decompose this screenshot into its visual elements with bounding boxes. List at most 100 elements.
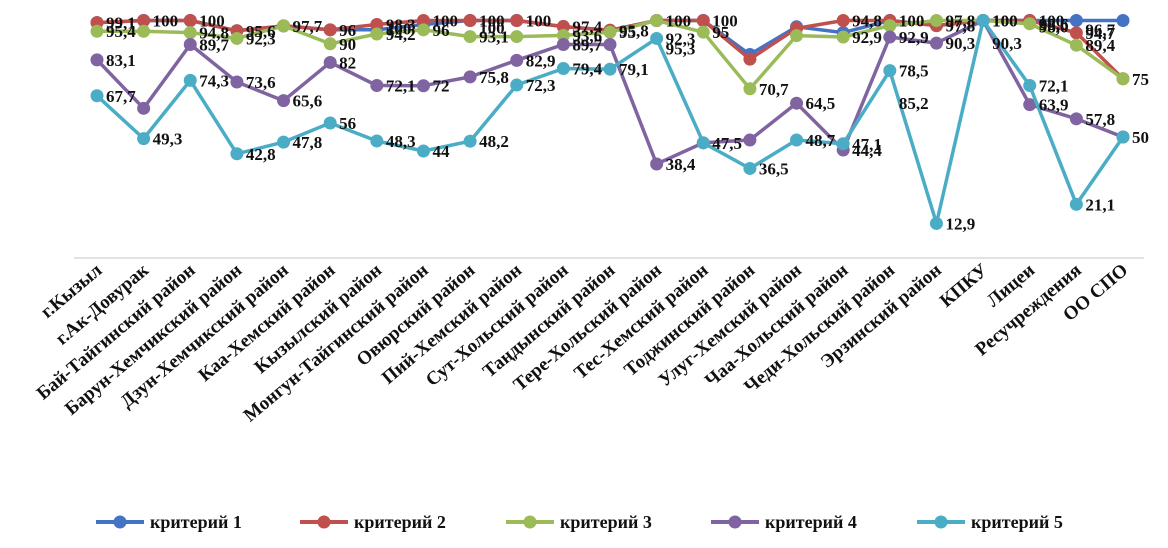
data-point	[463, 70, 477, 84]
data-label: 98,0	[1039, 17, 1069, 36]
data-label: 48,2	[479, 132, 509, 151]
data-label: 89,7	[572, 35, 602, 54]
legend-label: критерий 2	[354, 512, 446, 532]
data-point	[370, 27, 384, 41]
data-label: 98,6	[1039, 15, 1069, 34]
data-point	[183, 14, 197, 27]
data-point	[556, 37, 570, 51]
data-label: 64,5	[806, 94, 836, 113]
data-point	[836, 137, 850, 151]
data-point	[650, 157, 664, 171]
data-label: 100	[899, 12, 925, 31]
data-label: 72,1	[386, 77, 416, 96]
data-point	[650, 14, 664, 27]
data-label: 85,2	[899, 94, 929, 113]
data-point	[976, 14, 990, 27]
data-label: 44	[432, 142, 450, 161]
data-point	[137, 132, 151, 146]
data-label: 47,5	[712, 134, 742, 153]
data-point	[183, 37, 197, 51]
legend-item: критерий 1	[96, 512, 242, 532]
data-point	[137, 24, 151, 38]
data-label: 100	[199, 12, 225, 31]
data-label: 100	[666, 12, 692, 31]
data-label: 74,3	[199, 71, 229, 90]
data-label: 79,1	[619, 60, 649, 79]
data-point	[137, 101, 151, 115]
data-point	[510, 53, 524, 67]
data-label: 75,8	[479, 68, 509, 87]
data-label: 82	[339, 53, 356, 72]
data-label: 100	[479, 12, 505, 31]
data-label: 57,8	[1085, 110, 1115, 129]
data-point	[696, 25, 710, 39]
data-label: 100	[479, 18, 505, 37]
series-layer	[90, 14, 1130, 230]
data-label: 92,9	[852, 28, 882, 47]
data-label: 38,4	[666, 155, 696, 174]
data-point	[743, 52, 757, 66]
data-point	[416, 79, 430, 93]
data-label: 94,2	[386, 25, 416, 44]
legend-marker	[934, 515, 948, 529]
data-label: 97,7	[293, 17, 323, 36]
series-5	[90, 14, 1130, 230]
data-label: 72,3	[526, 76, 556, 95]
data-point	[323, 23, 337, 37]
data-point	[1069, 38, 1083, 52]
data-label: 44,4	[852, 141, 882, 160]
data-label: 47,8	[293, 133, 323, 152]
data-label: 93,6	[572, 26, 602, 45]
data-point	[463, 134, 477, 148]
data-label: 100	[432, 12, 458, 31]
legend-label: критерий 5	[971, 512, 1063, 532]
data-point	[883, 19, 897, 33]
data-point	[603, 62, 617, 76]
data-label: 82,9	[526, 51, 556, 70]
data-point	[183, 73, 197, 87]
legend-item: критерий 4	[711, 512, 857, 532]
legend-item: критерий 2	[300, 512, 446, 532]
data-point	[137, 14, 151, 27]
legend-marker	[113, 515, 127, 529]
data-point	[510, 78, 524, 92]
data-label: 42,8	[246, 145, 276, 164]
data-label: 48,7	[806, 131, 836, 150]
data-label: 50	[1132, 128, 1149, 147]
data-label: 95,6	[246, 22, 276, 41]
data-label: 12,9	[945, 214, 975, 233]
data-label: 98,6	[1039, 15, 1069, 34]
data-point	[1023, 98, 1037, 112]
legend-marker	[523, 515, 537, 529]
data-point	[1116, 72, 1130, 86]
data-label: 83,1	[106, 51, 136, 70]
data-point	[370, 79, 384, 93]
data-point	[1116, 130, 1130, 144]
data-point	[650, 31, 664, 45]
data-point	[510, 30, 524, 44]
data-label: 89,4	[1085, 36, 1115, 55]
data-label: 95	[712, 23, 729, 42]
data-label: 75	[1132, 70, 1149, 89]
data-label: 97,4	[572, 18, 602, 37]
data-point	[277, 94, 291, 108]
data-label: 90	[339, 35, 356, 54]
data-point	[883, 64, 897, 78]
data-point	[1069, 14, 1083, 27]
data-point	[929, 216, 943, 230]
data-label: 90,3	[945, 34, 975, 53]
data-label: 70,7	[759, 80, 789, 99]
data-label: 100	[712, 12, 738, 31]
data-label: 100	[153, 12, 179, 31]
data-point	[790, 96, 804, 110]
data-point	[1116, 14, 1130, 27]
data-point	[323, 37, 337, 51]
data-point	[556, 28, 570, 42]
data-label: 72	[432, 77, 449, 96]
data-label: 100	[992, 12, 1018, 31]
series-3	[90, 14, 1130, 96]
data-point	[463, 30, 477, 44]
data-label: 99,1	[106, 14, 136, 33]
